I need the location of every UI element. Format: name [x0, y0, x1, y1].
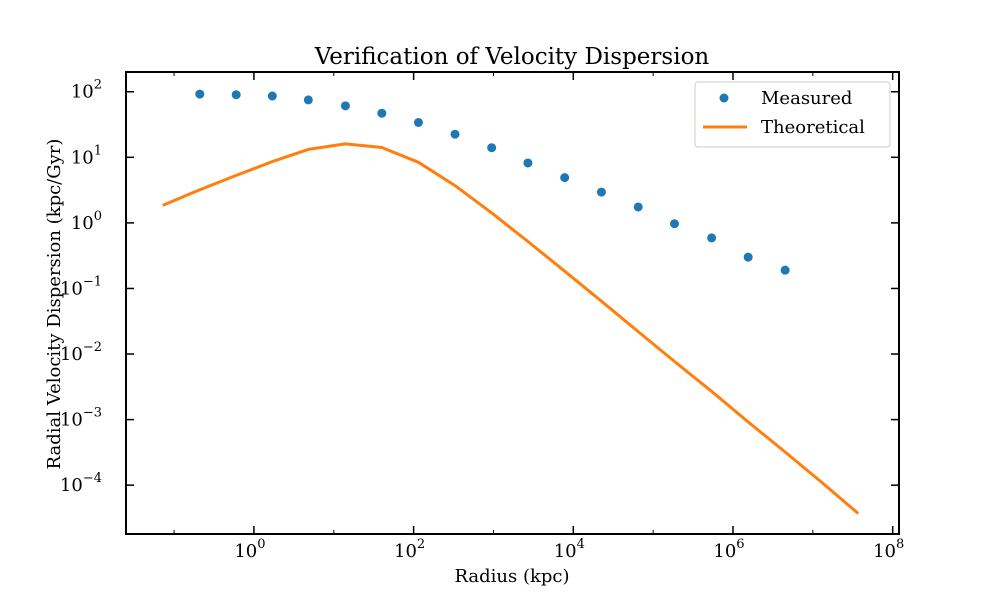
- measured-data-point: [633, 202, 643, 212]
- y-tick-label: 10−3: [60, 406, 102, 431]
- plot-frame: [125, 71, 900, 535]
- y-tick-label: 100: [71, 209, 102, 234]
- measured-data-point: [669, 219, 679, 229]
- legend-box: [694, 81, 891, 148]
- measured-data-point: [487, 143, 497, 153]
- measured-data-point: [195, 89, 205, 99]
- chart-title: Verification of Velocity Dispersion: [314, 44, 710, 70]
- x-tick-label: 100: [234, 537, 265, 562]
- x-axis-label: Radius (kpc): [454, 566, 569, 587]
- legend-measured-swatch: [719, 93, 729, 103]
- legend-theoretical-label: Theoretical: [761, 117, 865, 138]
- theoretical-series-line: [162, 142, 860, 515]
- measured-data-point: [450, 129, 460, 139]
- measured-data-point: [413, 117, 423, 127]
- measured-data-point: [523, 158, 533, 168]
- measured-data-point: [377, 108, 387, 118]
- x-tick-label: 106: [713, 537, 744, 562]
- measured-data-point: [231, 90, 241, 100]
- measured-data-point: [303, 95, 313, 105]
- y-tick-label: 101: [71, 143, 102, 168]
- measured-data-point: [780, 265, 790, 275]
- y-axis-label: Radial Velocity Dispersion (kpc/Gyr): [44, 139, 65, 470]
- measured-data-point: [340, 101, 350, 111]
- plot-area: [162, 89, 860, 515]
- x-tick-label: 108: [873, 537, 904, 562]
- measured-data-point: [596, 187, 606, 197]
- y-tick-label: 10−2: [60, 340, 102, 365]
- axes: 100 102 104 106 108 102 101 100 10−1 10−2 10−3 10−4: [60, 71, 904, 562]
- measured-data-point: [267, 91, 277, 101]
- measured-data-point: [707, 233, 717, 243]
- measured-data-point: [560, 173, 570, 183]
- y-tick-label: 10−4: [60, 471, 102, 496]
- measured-data-point: [743, 252, 753, 262]
- x-tick-label: 104: [554, 537, 585, 562]
- y-tick-label: 10−1: [60, 274, 102, 299]
- legend-measured-label: Measured: [761, 88, 852, 109]
- y-tick-label: 102: [71, 78, 102, 103]
- legend: Measured Theoretical: [694, 81, 891, 148]
- x-tick-label: 102: [394, 537, 425, 562]
